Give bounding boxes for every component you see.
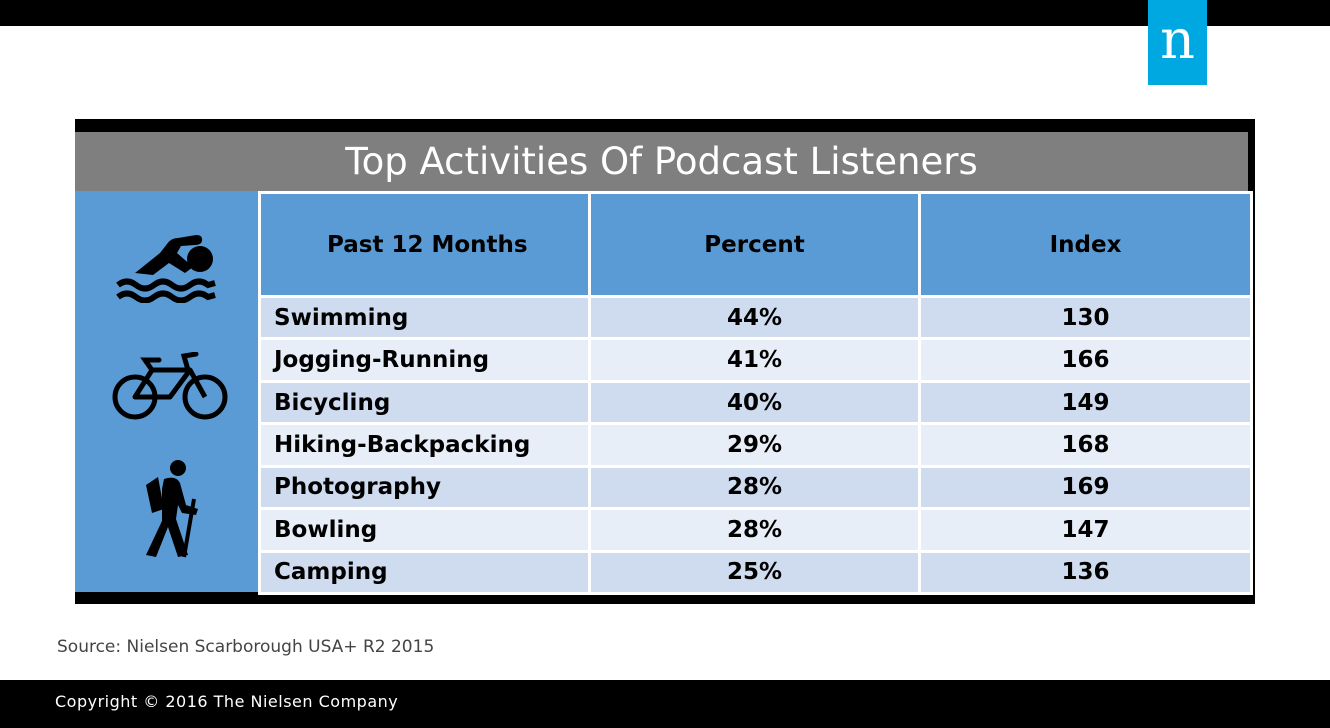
swimmer-icon: [116, 235, 216, 303]
hiker-icon: [146, 460, 198, 558]
percent-cell: 41%: [588, 337, 921, 383]
activity-cell: Photography: [258, 464, 591, 511]
source-note: Source: Nielsen Scarborough USA+ R2 2015: [57, 637, 435, 657]
activity-icon-column: [75, 191, 258, 592]
percent-cell: 44%: [588, 294, 921, 341]
percent-cell: 25%: [588, 549, 921, 596]
index-cell: 147: [918, 507, 1253, 553]
column-header-percent: Percent: [588, 191, 921, 298]
activity-cell: Hiking-Backpacking: [258, 422, 591, 468]
activity-cell: Swimming: [258, 294, 591, 341]
percent-cell: 28%: [588, 464, 921, 511]
table-row: Camping 25% 136: [258, 549, 1253, 596]
top-bar: [0, 0, 1330, 26]
copyright-text: Copyright © 2016 The Nielsen Company: [55, 692, 399, 711]
column-header-index: Index: [918, 191, 1253, 298]
activity-cell: Camping: [258, 549, 591, 596]
table-row: Photography 28% 169: [258, 464, 1253, 511]
table-row: Hiking-Backpacking 29% 168: [258, 422, 1253, 468]
nielsen-logo: n: [1148, 0, 1207, 85]
index-cell: 166: [918, 337, 1253, 383]
index-cell: 149: [918, 379, 1253, 426]
activity-cell: Bicycling: [258, 379, 591, 426]
percent-cell: 29%: [588, 422, 921, 468]
index-cell: 168: [918, 422, 1253, 468]
table-row: Swimming 44% 130: [258, 294, 1253, 341]
table-header-row: Past 12 Months Percent Index: [258, 191, 1253, 298]
table-row: Bicycling 40% 149: [258, 379, 1253, 426]
index-cell: 136: [918, 549, 1253, 596]
activity-cell: Jogging-Running: [258, 337, 591, 383]
table-row: Bowling 28% 147: [258, 507, 1253, 553]
bicycle-icon: [112, 352, 228, 420]
footer-bar: Copyright © 2016 The Nielsen Company: [0, 680, 1330, 728]
percent-cell: 40%: [588, 379, 921, 426]
index-cell: 169: [918, 464, 1253, 511]
column-header-activity: Past 12 Months: [258, 191, 591, 298]
activity-cell: Bowling: [258, 507, 591, 553]
percent-cell: 28%: [588, 507, 921, 553]
index-cell: 130: [918, 294, 1253, 341]
chart-title: Top Activities Of Podcast Listeners: [75, 132, 1248, 191]
table-row: Jogging-Running 41% 166: [258, 337, 1253, 383]
activities-table: Past 12 Months Percent Index Swimming 44…: [258, 191, 1253, 596]
